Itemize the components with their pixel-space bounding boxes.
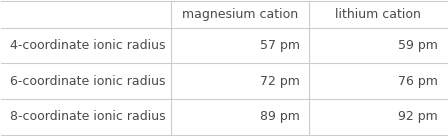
Text: magnesium cation: magnesium cation [181, 8, 297, 21]
Text: 8-coordinate ionic radius: 8-coordinate ionic radius [10, 110, 166, 123]
Text: lithium cation: lithium cation [335, 8, 421, 21]
Text: 4-coordinate ionic radius: 4-coordinate ionic radius [10, 39, 166, 52]
Text: 76 pm: 76 pm [398, 75, 438, 88]
Text: 6-coordinate ionic radius: 6-coordinate ionic radius [10, 75, 166, 88]
Text: 57 pm: 57 pm [260, 39, 300, 52]
Text: 92 pm: 92 pm [398, 110, 438, 123]
Text: 72 pm: 72 pm [260, 75, 300, 88]
Text: 59 pm: 59 pm [398, 39, 438, 52]
Text: 89 pm: 89 pm [260, 110, 300, 123]
